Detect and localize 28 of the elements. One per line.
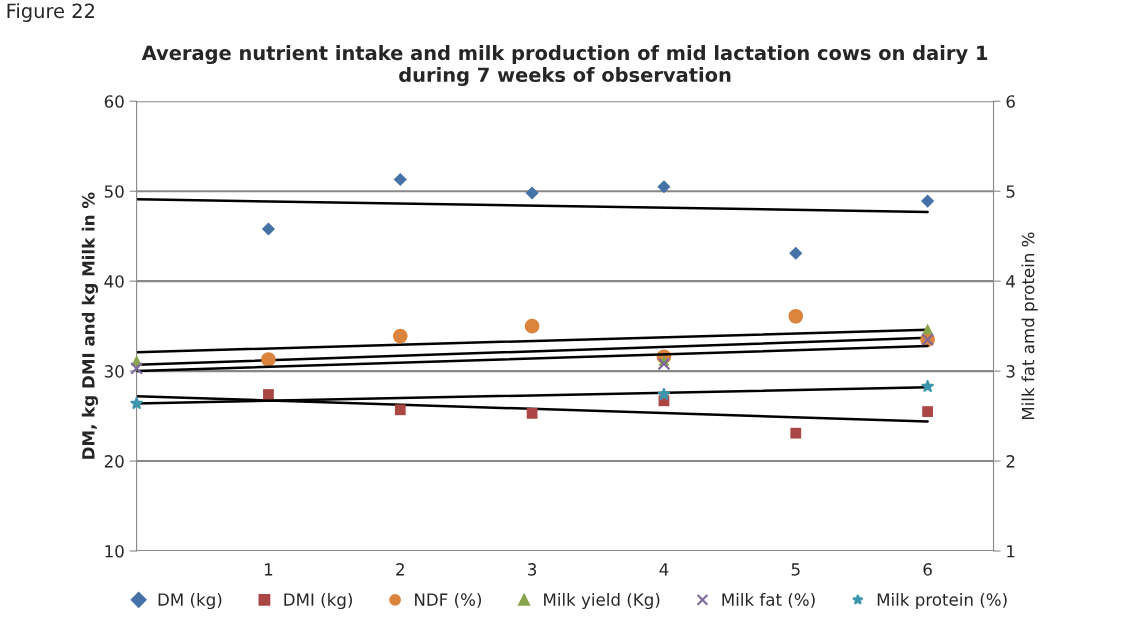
legend-label: Milk protein (%) — [877, 592, 1007, 610]
x-tick-label: 2 — [396, 563, 404, 576]
legend-label: Milk yield (Kg) — [544, 592, 660, 610]
caption: Figure 22 — [7, 3, 94, 22]
chart-title: Average nutrient intake and milk production of mid lactation cows on dairy 1 during 7 weeks of observation — [141, 45, 988, 87]
legend-label: Milk fat (%) — [722, 592, 815, 608]
x-tick-label: 5 — [791, 563, 800, 576]
y-tick-label: 10 — [105, 544, 124, 558]
y2-tick-label: 2 — [1006, 455, 1015, 468]
y2-axis-title: Milk fat amd protein % — [1021, 232, 1038, 420]
y-tick-label: 20 — [104, 455, 124, 468]
legend-label: DM (kg) — [158, 592, 222, 610]
y-tick-label: 60 — [104, 95, 124, 108]
y2-tick-label: 6 — [1006, 95, 1015, 108]
x-tick-label: 3 — [528, 563, 537, 576]
x-tick-label: 1 — [264, 563, 273, 576]
y-tick-label: 50 — [104, 185, 124, 198]
x-tick-label: 4 — [659, 563, 669, 576]
y-tick-label: 40 — [104, 275, 124, 288]
y-axis-title: DM, kg DMI and kg Milk in % — [81, 192, 99, 459]
legend-label: NDF (%) — [415, 593, 482, 608]
y2-tick-label: 1 — [1007, 545, 1015, 558]
y2-tick-label: 4 — [1006, 275, 1015, 288]
y2-tick-label: 3 — [1006, 365, 1015, 378]
legend-label: DMI (kg) — [284, 592, 352, 610]
x-tick-label: 6 — [923, 563, 932, 576]
y2-tick-label: 5 — [1006, 185, 1015, 198]
y-tick-label: 30 — [104, 365, 124, 378]
